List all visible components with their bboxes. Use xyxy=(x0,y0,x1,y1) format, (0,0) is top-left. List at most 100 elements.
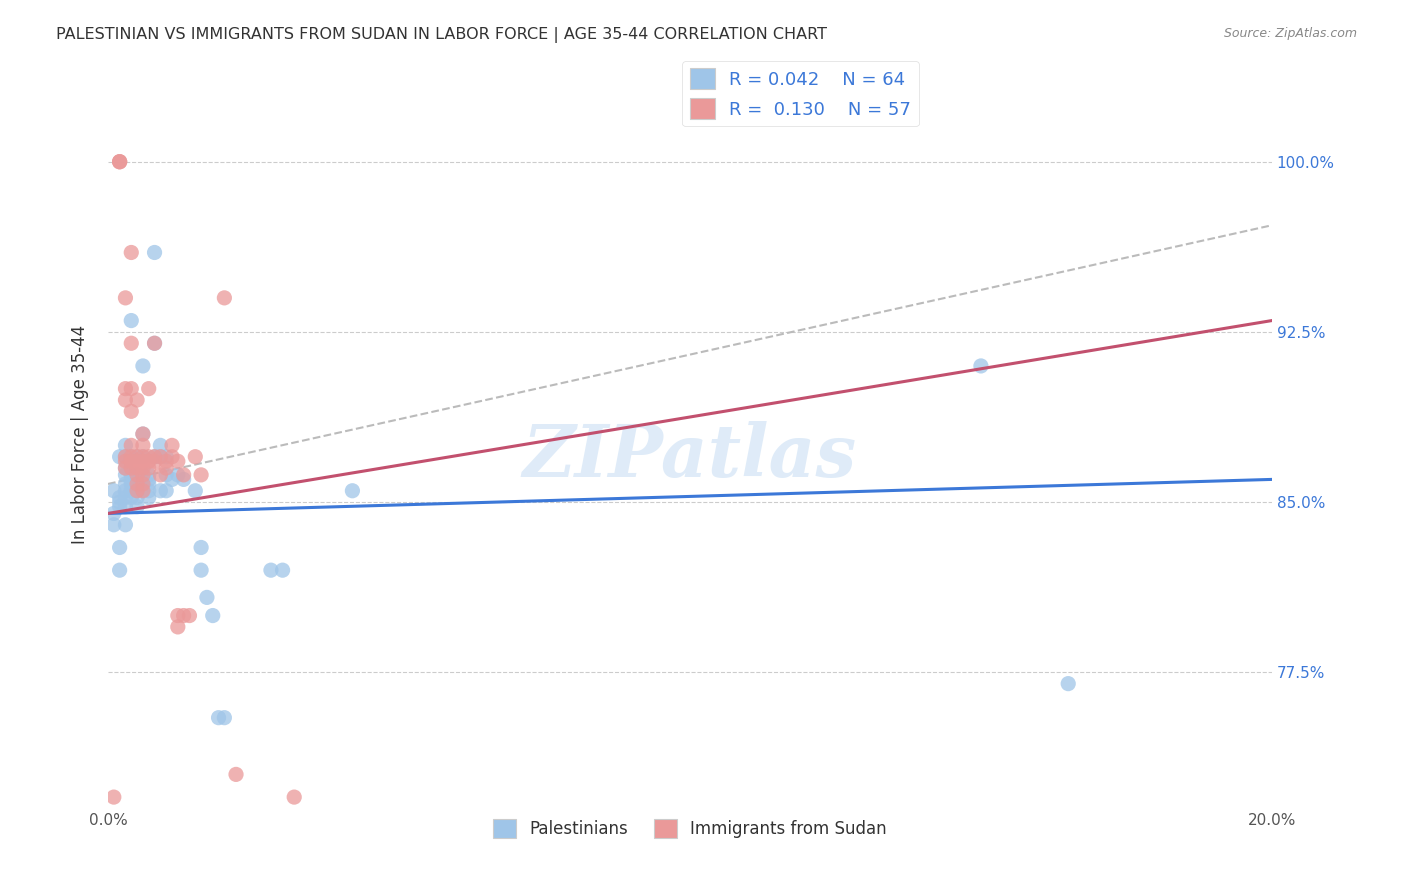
Point xyxy=(132,438,155,452)
Point xyxy=(108,154,131,169)
Point xyxy=(108,154,131,169)
Point xyxy=(132,454,155,468)
Point xyxy=(103,790,125,805)
Point xyxy=(201,608,224,623)
Point xyxy=(108,541,131,555)
Point xyxy=(108,450,131,464)
Point xyxy=(120,438,142,452)
Point xyxy=(342,483,364,498)
Point xyxy=(132,450,155,464)
Point xyxy=(283,790,305,805)
Point xyxy=(138,450,160,464)
Point xyxy=(127,454,149,468)
Point xyxy=(114,467,136,482)
Point xyxy=(103,483,125,498)
Point xyxy=(103,507,125,521)
Point xyxy=(138,477,160,491)
Point xyxy=(114,500,136,514)
Point xyxy=(143,336,166,351)
Point xyxy=(143,336,166,351)
Point xyxy=(114,454,136,468)
Point xyxy=(166,620,188,634)
Point xyxy=(138,454,160,468)
Point xyxy=(108,563,131,577)
Point xyxy=(195,591,218,605)
Point xyxy=(120,454,142,468)
Point xyxy=(271,563,294,577)
Point xyxy=(120,491,142,505)
Point xyxy=(132,461,155,475)
Point xyxy=(114,450,136,464)
Point xyxy=(132,483,155,498)
Point xyxy=(138,467,160,482)
Point xyxy=(120,336,142,351)
Point xyxy=(173,467,195,482)
Point xyxy=(160,450,183,464)
Point xyxy=(127,450,149,464)
Point xyxy=(120,483,142,498)
Point xyxy=(138,472,160,486)
Point xyxy=(132,477,155,491)
Point xyxy=(166,608,188,623)
Point xyxy=(173,472,195,486)
Point xyxy=(970,359,993,373)
Point xyxy=(114,491,136,505)
Point xyxy=(127,467,149,482)
Point xyxy=(120,404,142,418)
Point xyxy=(149,450,172,464)
Point xyxy=(138,483,160,498)
Point xyxy=(143,450,166,464)
Point xyxy=(127,477,149,491)
Point xyxy=(166,467,188,482)
Point xyxy=(120,472,142,486)
Point xyxy=(120,245,142,260)
Point xyxy=(114,461,136,475)
Point xyxy=(132,467,155,482)
Point xyxy=(120,467,142,482)
Point xyxy=(173,608,195,623)
Point xyxy=(155,483,177,498)
Point xyxy=(108,500,131,514)
Point xyxy=(127,467,149,482)
Point xyxy=(155,454,177,468)
Point xyxy=(132,450,155,464)
Point xyxy=(120,461,142,475)
Point xyxy=(127,491,149,505)
Point xyxy=(190,541,212,555)
Point xyxy=(143,450,166,464)
Point xyxy=(120,382,142,396)
Point xyxy=(103,517,125,532)
Point xyxy=(207,711,229,725)
Y-axis label: In Labor Force | Age 35-44: In Labor Force | Age 35-44 xyxy=(72,325,89,543)
Point xyxy=(132,472,155,486)
Text: PALESTINIAN VS IMMIGRANTS FROM SUDAN IN LABOR FORCE | AGE 35-44 CORRELATION CHAR: PALESTINIAN VS IMMIGRANTS FROM SUDAN IN … xyxy=(56,27,827,43)
Point xyxy=(138,491,160,505)
Point xyxy=(225,767,247,781)
Point xyxy=(108,491,131,505)
Point xyxy=(132,359,155,373)
Point xyxy=(120,450,142,464)
Point xyxy=(155,467,177,482)
Point xyxy=(190,467,212,482)
Point xyxy=(114,450,136,464)
Point xyxy=(149,450,172,464)
Point xyxy=(179,608,201,623)
Point xyxy=(160,438,183,452)
Text: Source: ZipAtlas.com: Source: ZipAtlas.com xyxy=(1223,27,1357,40)
Point xyxy=(114,477,136,491)
Point xyxy=(108,495,131,509)
Point xyxy=(127,483,149,498)
Point xyxy=(138,382,160,396)
Point xyxy=(114,291,136,305)
Point xyxy=(120,477,142,491)
Point xyxy=(120,313,142,327)
Legend: Palestinians, Immigrants from Sudan: Palestinians, Immigrants from Sudan xyxy=(486,813,893,845)
Point xyxy=(127,483,149,498)
Point xyxy=(132,427,155,442)
Point xyxy=(166,454,188,468)
Point xyxy=(108,154,131,169)
Point xyxy=(260,563,283,577)
Point xyxy=(138,461,160,475)
Point xyxy=(127,461,149,475)
Point xyxy=(120,450,142,464)
